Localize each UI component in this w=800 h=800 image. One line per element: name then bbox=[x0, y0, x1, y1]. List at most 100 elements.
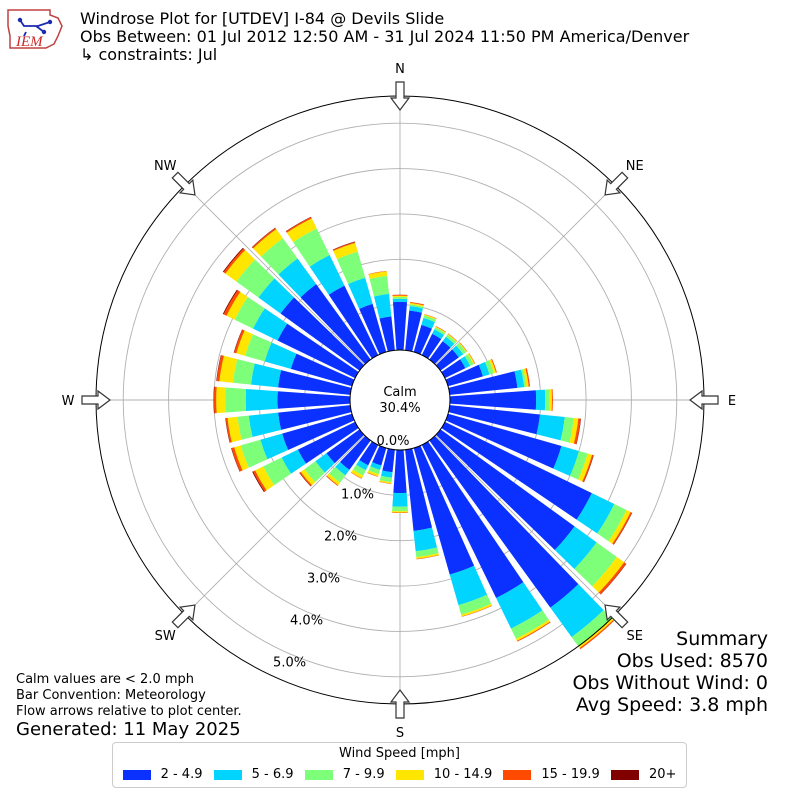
bar-90-bin-2 bbox=[535, 389, 546, 411]
bar-100-bin-4 bbox=[569, 417, 579, 444]
bar-290-bin-4 bbox=[236, 330, 253, 356]
legend-swatch bbox=[213, 769, 242, 780]
chart-title: Windrose Plot for [UTDEV] I-84 @ Devils … bbox=[80, 9, 445, 28]
bar-60-bin-1 bbox=[441, 359, 466, 379]
radial-label-1: 1.0% bbox=[341, 487, 374, 502]
bar-310-bin-4 bbox=[225, 249, 255, 282]
legend-swatch bbox=[503, 769, 532, 780]
bar-260-bin-1 bbox=[278, 405, 352, 430]
bar-340-bin-2 bbox=[348, 277, 373, 309]
bar-320-bin-6 bbox=[251, 227, 276, 248]
bar-260-bin-3 bbox=[237, 415, 253, 440]
bar-0-bin-1 bbox=[392, 301, 408, 351]
bar-140-bin-3 bbox=[571, 610, 612, 647]
bar-80-bin-1 bbox=[448, 371, 518, 395]
grid-spoke-ne bbox=[435, 184, 616, 365]
radial-label-2: 2.0% bbox=[324, 529, 357, 544]
bar-320-bin-5 bbox=[252, 227, 277, 249]
flow-arrow-sw bbox=[171, 604, 196, 629]
legend-items: 2 - 4.9 5 - 6.9 7 - 9.9 10 - 14.9 15 - 19.9 2… bbox=[113, 767, 686, 782]
title-block: Windrose Plot for [UTDEV] I-84 @ Devils … bbox=[80, 10, 689, 64]
bar-190-bin-3 bbox=[379, 475, 392, 483]
bar-310-bin-6 bbox=[222, 247, 244, 273]
bar-0-bin-5 bbox=[392, 294, 408, 296]
bar-10-bin-2 bbox=[409, 306, 424, 313]
compass-label-ne: NE bbox=[626, 159, 644, 174]
bar-120-bin-4 bbox=[608, 510, 631, 544]
calm-value: 30.4% bbox=[379, 401, 420, 416]
bar-240-bin-1 bbox=[297, 421, 359, 464]
bar-130-bin-4 bbox=[592, 556, 625, 593]
bar-270-bin-3 bbox=[225, 387, 247, 413]
bar-120-bin-3 bbox=[597, 504, 627, 542]
bar-220-bin-3 bbox=[328, 466, 346, 483]
bar-260-bin-5 bbox=[225, 417, 232, 443]
bar-130-bin-2 bbox=[554, 526, 597, 569]
bar-220-bin-1 bbox=[339, 435, 371, 470]
bar-290-bin-6 bbox=[233, 329, 243, 353]
legend-label: 7 - 9.9 bbox=[342, 767, 385, 782]
bar-140-bin-1 bbox=[429, 435, 579, 608]
bar-300-bin-6 bbox=[222, 289, 238, 315]
bar-160-bin-3 bbox=[458, 594, 492, 615]
legend-item-2: 5 - 6.9 bbox=[213, 767, 294, 782]
grid-spoke-sw bbox=[184, 435, 365, 616]
bar-340-bin-3 bbox=[336, 251, 366, 284]
bar-60-bin-4 bbox=[467, 353, 475, 365]
bar-330-bin-2 bbox=[309, 255, 345, 295]
bar-190-bin-4 bbox=[379, 480, 392, 484]
bar-200-bin-5 bbox=[367, 472, 379, 477]
bar-280-bin-4 bbox=[219, 355, 238, 383]
bar-280-bin-3 bbox=[232, 359, 255, 385]
bar-200-bin-1 bbox=[372, 445, 387, 466]
legend-swatch bbox=[395, 769, 424, 780]
bar-350-bin-2 bbox=[374, 293, 392, 319]
bar-130-bin-1 bbox=[435, 429, 575, 551]
bar-240-bin-2 bbox=[281, 449, 307, 474]
obs-without-wind: Obs Without Wind: 0 bbox=[572, 672, 768, 694]
bar-20-bin-2 bbox=[421, 317, 435, 329]
bar-350-bin-4 bbox=[368, 271, 388, 279]
bar-180-bin-2 bbox=[392, 492, 408, 507]
flow-arrow-nw bbox=[171, 171, 196, 196]
bar-160-bin-4 bbox=[461, 603, 492, 617]
bar-270-bin-1 bbox=[277, 391, 351, 409]
bar-150-bin-1 bbox=[421, 441, 524, 598]
radial-label-4: 4.0% bbox=[290, 613, 323, 628]
iem-logo: IEM bbox=[6, 6, 66, 50]
bar-20-bin-3 bbox=[423, 315, 436, 323]
bar-210-bin-5 bbox=[350, 472, 362, 479]
bar-240-bin-5 bbox=[253, 470, 267, 492]
compass-label-w: W bbox=[62, 394, 75, 409]
bar-80-bin-3 bbox=[521, 369, 527, 388]
bar-280-bin-1 bbox=[278, 370, 352, 395]
legend-label: 10 - 14.9 bbox=[433, 767, 493, 782]
summary-heading: Summary bbox=[676, 628, 768, 650]
obs-used: Obs Used: 8570 bbox=[616, 650, 768, 672]
bar-150-bin-4 bbox=[515, 619, 551, 641]
bar-50-bin-2 bbox=[452, 345, 464, 358]
bar-30-bin-1 bbox=[421, 333, 442, 359]
bar-280-bin-6 bbox=[216, 355, 222, 382]
bar-160-bin-1 bbox=[413, 445, 475, 575]
bar-330-bin-4 bbox=[286, 218, 317, 243]
bar-320-bin-2 bbox=[278, 258, 317, 298]
bar-70-bin-4 bbox=[489, 359, 497, 374]
bar-0-bin-4 bbox=[392, 295, 408, 298]
bar-250-bin-4 bbox=[234, 445, 249, 471]
bar-130-bin-3 bbox=[574, 542, 617, 587]
bar-300-bin-4 bbox=[226, 291, 248, 320]
bar-20-bin-5 bbox=[424, 313, 437, 319]
bar-160-bin-2 bbox=[449, 565, 488, 606]
radial-label-3: 3.0% bbox=[307, 571, 340, 586]
constraints-text: ↳ constraints: Jul bbox=[80, 45, 218, 64]
bar-70-bin-3 bbox=[484, 360, 494, 375]
bar-250-bin-6 bbox=[231, 447, 241, 472]
bar-60-bin-2 bbox=[460, 356, 471, 369]
bar-190-bin-2 bbox=[380, 470, 393, 478]
bar-330-bin-5 bbox=[286, 217, 312, 233]
legend-label: 5 - 6.9 bbox=[251, 767, 294, 782]
bar-10-bin-4 bbox=[409, 302, 424, 307]
legend-item-5: 15 - 19.9 bbox=[503, 767, 600, 782]
bar-220-bin-2 bbox=[335, 461, 350, 476]
